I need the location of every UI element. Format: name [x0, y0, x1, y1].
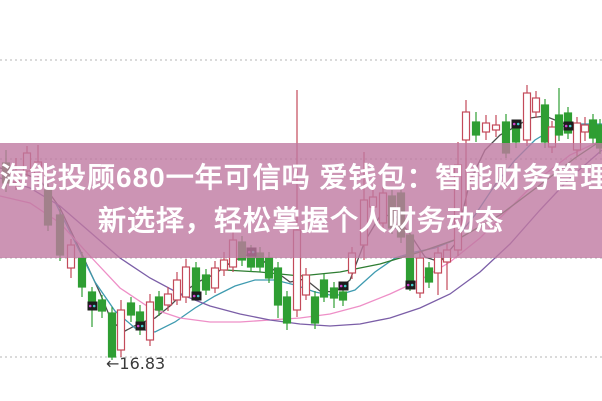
signal-marker-dot — [339, 284, 343, 288]
signal-marker — [563, 121, 574, 131]
signal-marker-dot — [140, 324, 144, 328]
candle-body — [522, 92, 532, 141]
candle-body — [246, 256, 256, 268]
signal-marker — [338, 281, 349, 291]
candle-body — [471, 121, 481, 136]
signal-marker — [405, 280, 416, 290]
signal-marker-dot — [512, 122, 516, 126]
candle-body — [264, 257, 274, 279]
candle-body — [424, 267, 434, 283]
candle-body — [77, 257, 87, 288]
candle-body — [329, 287, 339, 299]
candle-body — [154, 296, 164, 311]
headline-line1: 海能投顾680一年可信吗 爱钱包：智能财务管理 — [0, 162, 602, 193]
candle-body — [461, 111, 471, 141]
candle-body — [135, 311, 145, 323]
candle-body — [554, 114, 564, 136]
candle-body — [273, 267, 283, 306]
candle-body — [201, 274, 211, 291]
candle-body — [588, 119, 598, 139]
candle-body — [282, 296, 292, 324]
candle-body — [163, 293, 173, 306]
candle-body — [97, 299, 107, 312]
candle-body — [481, 122, 491, 133]
candle-body — [219, 259, 229, 271]
candle-body — [172, 279, 182, 301]
headline-banner: 海能投顾680一年可信吗 爱钱包：智能财务管理 新选择，轻松掌握个人财务动态 — [0, 143, 602, 258]
candle-body — [310, 296, 320, 324]
signal-marker-dot — [196, 294, 200, 298]
candle-body — [580, 124, 590, 133]
candle-body — [210, 267, 220, 289]
candle-body — [191, 267, 201, 293]
candle-body — [126, 302, 136, 316]
candle-body — [531, 97, 541, 113]
signal-marker-dot — [568, 124, 572, 128]
candle-body — [145, 301, 155, 341]
candle-body — [338, 291, 348, 301]
candle-body — [319, 279, 329, 298]
signal-marker — [191, 291, 202, 301]
signal-marker-dot — [92, 304, 96, 308]
headline-line2: 新选择，轻松掌握个人财务动态 — [97, 205, 504, 236]
candle-body — [181, 266, 191, 298]
signal-marker-dot — [516, 122, 520, 126]
signal-marker-dot — [406, 283, 410, 287]
candle-body — [540, 104, 550, 143]
signal-marker-dot — [564, 124, 568, 128]
signal-marker-dot — [192, 294, 196, 298]
signal-marker — [135, 321, 146, 331]
signal-marker-dot — [410, 283, 414, 287]
candle-body — [415, 257, 425, 294]
signal-marker — [511, 119, 522, 129]
candle-body — [301, 274, 311, 296]
signal-marker-dot — [136, 324, 140, 328]
candle-body — [116, 309, 126, 351]
candle-body — [491, 124, 501, 131]
candle-body — [107, 312, 117, 358]
signal-marker — [87, 301, 98, 311]
candle-body — [511, 127, 521, 143]
signal-marker-dot — [88, 304, 92, 308]
low-price-label: ←16.83 — [106, 354, 165, 373]
signal-marker-dot — [343, 284, 347, 288]
